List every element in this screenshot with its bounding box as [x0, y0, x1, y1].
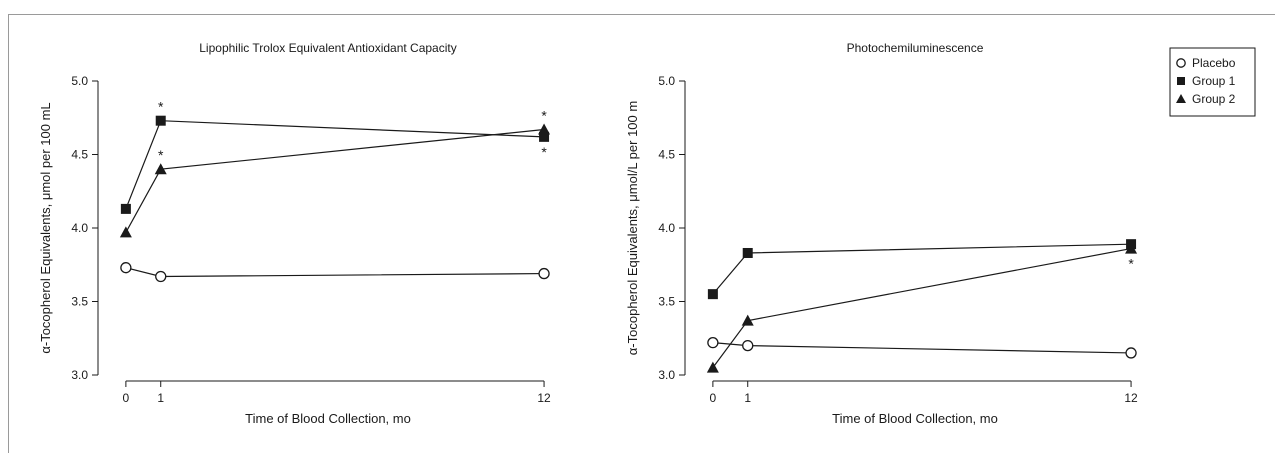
data-point — [742, 247, 753, 258]
y-tick-label: 3.0 — [658, 368, 675, 382]
legend-marker — [1177, 77, 1185, 85]
legend-label: Group 2 — [1192, 92, 1236, 106]
legend-marker — [1176, 94, 1186, 103]
series-line — [712, 247, 1132, 369]
legend: Placebo Group 1 Group 2 — [1169, 47, 1256, 117]
legend-entry: Group 2 — [1176, 92, 1236, 106]
data-point — [119, 226, 132, 238]
y-tick-label: 3.0 — [71, 368, 88, 382]
data-point — [1125, 242, 1138, 254]
legend-label: Placebo — [1192, 56, 1236, 70]
significance-star: * — [158, 99, 164, 115]
legend-marker — [1176, 58, 1186, 68]
x-axis-title: Time of Blood Collection, mo — [245, 411, 411, 426]
data-point — [706, 361, 719, 373]
legend-entry: Placebo — [1176, 56, 1236, 70]
data-point — [154, 163, 167, 175]
legend-entry: Group 1 — [1177, 74, 1236, 88]
series-group-2: ** — [119, 108, 551, 238]
y-axis-title: α-Tocopherol Equivalents, μmol per 100 m… — [38, 102, 53, 353]
legend-label: Group 1 — [1192, 74, 1236, 88]
y-tick-label: 5.0 — [71, 74, 88, 88]
series-placebo — [707, 337, 1137, 359]
x-tick-label: 0 — [710, 391, 717, 405]
figure-frame — [8, 14, 1275, 453]
y-tick-label: 4.5 — [71, 148, 88, 162]
series-group-1: ** — [120, 99, 550, 214]
series-group-1 — [707, 239, 1137, 300]
significance-star: * — [158, 147, 164, 163]
chart-photochemiluminescence: Photochemiluminescence 3.0 3.5 4.0 4.5 5.0 0 1 1… — [625, 41, 1138, 426]
y-tick-label: 4.0 — [71, 221, 88, 235]
chart-title: Photochemiluminescence — [847, 41, 984, 55]
data-point — [707, 289, 718, 300]
y-tick-label: 4.0 — [658, 221, 675, 235]
data-point — [155, 115, 166, 126]
x-axis-title: Time of Blood Collection, mo — [832, 411, 998, 426]
series-line — [125, 128, 545, 233]
series-placebo — [120, 262, 550, 283]
data-point — [155, 270, 167, 283]
data-point — [707, 337, 719, 349]
data-point — [120, 203, 131, 214]
x-tick-label: 12 — [1124, 391, 1138, 405]
data-point — [741, 314, 754, 326]
data-point — [120, 262, 132, 274]
y-tick-label: 4.5 — [658, 148, 675, 162]
significance-star: * — [541, 144, 547, 160]
x-tick-label: 0 — [123, 391, 130, 405]
chart-title: Lipophilic Trolox Equivalent Antioxidant… — [199, 41, 456, 55]
x-tick-label: 1 — [157, 391, 164, 405]
x-tick-label: 1 — [744, 391, 751, 405]
data-point — [742, 339, 754, 352]
y-tick-label: 5.0 — [658, 74, 675, 88]
y-axis-title: α-Tocopherol Equivalents, μmol/L per 100… — [625, 101, 640, 355]
data-point — [539, 131, 550, 142]
significance-star: * — [1128, 256, 1134, 272]
data-point — [538, 267, 550, 280]
chart-lipophilic-teac: Lipophilic Trolox Equivalent Antioxidant… — [38, 41, 551, 426]
series-line — [125, 267, 545, 278]
series-line — [125, 120, 545, 210]
series-line — [712, 342, 1132, 354]
significance-star: * — [541, 108, 547, 124]
x-tick-label: 12 — [537, 391, 551, 405]
y-tick-label: 3.5 — [71, 295, 88, 309]
y-tick-label: 3.5 — [658, 295, 675, 309]
series-line — [712, 243, 1132, 295]
series-group-2: * — [706, 242, 1138, 373]
data-point — [538, 123, 551, 135]
data-point — [1125, 347, 1137, 359]
